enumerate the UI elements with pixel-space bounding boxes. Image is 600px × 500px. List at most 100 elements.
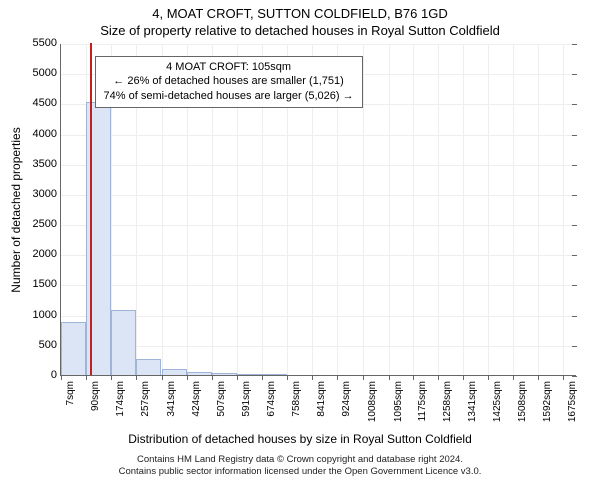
histogram-bar <box>187 372 212 375</box>
y-tick-label: 5500 <box>33 37 61 49</box>
gridline-horizontal <box>61 316 576 317</box>
x-tick-mark <box>389 375 390 380</box>
x-tick-label: 507sqm <box>216 381 227 417</box>
x-tick-mark <box>513 375 514 380</box>
x-tick-mark <box>162 375 163 380</box>
y-tick-mark <box>572 255 577 256</box>
x-tick-mark <box>212 375 213 380</box>
x-tick-mark <box>187 375 188 380</box>
gridline-horizontal <box>61 135 576 136</box>
gridline-horizontal <box>61 346 576 347</box>
y-tick-label: 2000 <box>33 248 61 260</box>
page-title-line2: Size of property relative to detached ho… <box>0 21 600 38</box>
gridline-vertical <box>438 44 439 375</box>
property-marker-line <box>90 43 92 375</box>
x-tick-label: 7sqm <box>65 381 76 405</box>
x-tick-label: 924sqm <box>341 381 352 417</box>
x-tick-label: 841sqm <box>316 381 327 417</box>
y-tick-label: 3000 <box>33 188 61 200</box>
x-tick-mark <box>312 375 313 380</box>
y-tick-label: 0 <box>51 369 61 381</box>
y-tick-mark <box>572 165 577 166</box>
histogram-bar <box>212 373 237 375</box>
x-tick-mark <box>111 375 112 380</box>
gridline-horizontal <box>61 225 576 226</box>
y-tick-mark <box>572 346 577 347</box>
y-tick-mark <box>572 104 577 105</box>
x-tick-mark <box>538 375 539 380</box>
x-tick-label: 1508sqm <box>517 381 528 422</box>
histogram-bar <box>162 369 187 375</box>
x-tick-mark <box>337 375 338 380</box>
y-tick-label: 3500 <box>33 158 61 170</box>
x-tick-label: 674sqm <box>266 381 277 417</box>
x-tick-label: 90sqm <box>90 381 101 411</box>
y-tick-mark <box>572 225 577 226</box>
x-tick-mark <box>363 375 364 380</box>
gridline-vertical <box>363 44 364 375</box>
histogram-bar <box>237 374 262 375</box>
x-tick-label: 174sqm <box>115 381 126 417</box>
annotation-line2: ← 26% of detached houses are smaller (1,… <box>104 74 354 89</box>
gridline-horizontal <box>61 165 576 166</box>
y-tick-mark <box>572 195 577 196</box>
x-tick-label: 257sqm <box>140 381 151 417</box>
x-tick-label: 1175sqm <box>417 381 428 421</box>
annotation-line3: 74% of semi-detached houses are larger (… <box>104 89 354 104</box>
y-axis-title: Number of detached properties <box>9 127 23 292</box>
y-tick-label: 500 <box>39 339 61 351</box>
y-tick-label: 1000 <box>33 309 61 321</box>
x-tick-mark <box>463 375 464 380</box>
x-tick-label: 1095sqm <box>393 381 404 422</box>
histogram-bar <box>262 374 287 375</box>
x-tick-mark <box>262 375 263 380</box>
gridline-vertical <box>463 44 464 375</box>
y-tick-label: 4000 <box>33 128 61 140</box>
gridline-vertical <box>413 44 414 375</box>
y-tick-mark <box>572 135 577 136</box>
x-tick-label: 1425sqm <box>492 381 503 422</box>
gridline-vertical <box>488 44 489 375</box>
gridline-vertical <box>538 44 539 375</box>
x-axis-title: Distribution of detached houses by size … <box>0 432 600 446</box>
y-tick-label: 5000 <box>33 67 61 79</box>
gridline-vertical <box>389 44 390 375</box>
x-tick-mark <box>136 375 137 380</box>
x-tick-label: 424sqm <box>191 381 202 417</box>
x-tick-label: 1341sqm <box>467 381 478 422</box>
histogram-plot: 0500100015002000250030003500400045005000… <box>60 44 576 376</box>
x-tick-label: 1258sqm <box>442 381 453 422</box>
attribution-footer: Contains HM Land Registry data © Crown c… <box>0 454 600 478</box>
histogram-bar <box>111 310 136 375</box>
histogram-bar <box>61 322 86 375</box>
x-tick-label: 341sqm <box>166 381 177 417</box>
x-tick-mark <box>237 375 238 380</box>
x-tick-label: 1592sqm <box>542 381 553 422</box>
y-tick-label: 2500 <box>33 218 61 230</box>
x-tick-label: 758sqm <box>291 381 302 417</box>
gridline-horizontal <box>61 255 576 256</box>
y-tick-label: 4500 <box>33 97 61 109</box>
gridline-horizontal <box>61 44 576 45</box>
gridline-vertical <box>563 44 564 375</box>
x-tick-mark <box>413 375 414 380</box>
footer-line1: Contains HM Land Registry data © Crown c… <box>0 454 600 466</box>
x-tick-label: 591sqm <box>241 381 252 417</box>
x-tick-mark <box>86 375 87 380</box>
y-tick-mark <box>572 44 577 45</box>
x-tick-mark <box>287 375 288 380</box>
x-tick-mark <box>488 375 489 380</box>
y-tick-label: 1500 <box>33 278 61 290</box>
y-tick-mark <box>572 74 577 75</box>
page-title-line1: 4, MOAT CROFT, SUTTON COLDFIELD, B76 1GD <box>0 0 600 21</box>
gridline-horizontal <box>61 285 576 286</box>
y-tick-mark <box>572 316 577 317</box>
histogram-bar <box>136 359 161 375</box>
gridline-vertical <box>513 44 514 375</box>
y-tick-mark <box>572 285 577 286</box>
annotation-line1: 4 MOAT CROFT: 105sqm <box>104 60 354 75</box>
x-tick-mark <box>61 375 62 380</box>
x-tick-mark <box>563 375 564 380</box>
y-tick-mark <box>572 376 577 377</box>
gridline-horizontal <box>61 195 576 196</box>
